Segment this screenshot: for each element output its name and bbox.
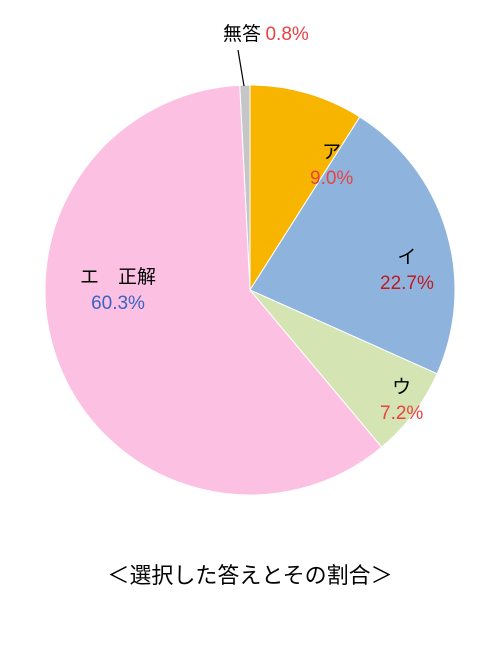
pie-chart: 無答 0.8% ア 9.0% イ 22.7% ウ 7.2% エ 正解 60.3% — [40, 80, 460, 500]
label-e-value: 60.3% — [80, 291, 156, 317]
label-e: エ 正解 60.3% — [80, 265, 156, 316]
label-u-name: ウ — [380, 375, 423, 401]
label-e-name: エ 正解 — [80, 265, 156, 291]
chart-caption: ＜選択した答えとその割合＞ — [0, 558, 500, 590]
label-u-value: 7.2% — [380, 401, 423, 427]
label-mutou: 無答 0.8% — [223, 22, 309, 48]
label-i-name: イ — [380, 245, 434, 271]
label-i-value: 22.7% — [380, 271, 434, 297]
label-mutou-name: 無答 — [223, 24, 261, 45]
label-mutou-value: 0.8% — [265, 24, 308, 45]
label-u: ウ 7.2% — [380, 375, 423, 426]
label-i: イ 22.7% — [380, 245, 434, 296]
label-a-value: 9.0% — [310, 166, 353, 192]
label-a-name: ア — [310, 140, 353, 166]
label-a: ア 9.0% — [310, 140, 353, 191]
